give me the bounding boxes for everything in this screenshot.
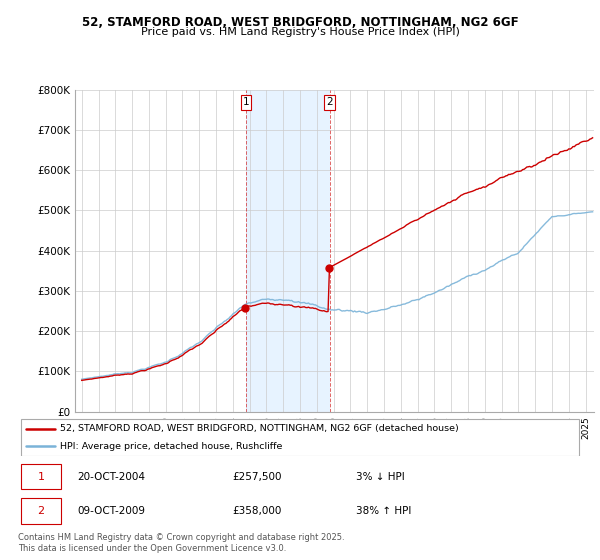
FancyBboxPatch shape — [21, 498, 61, 524]
Text: 3% ↓ HPI: 3% ↓ HPI — [356, 472, 405, 482]
Text: £358,000: £358,000 — [232, 506, 281, 516]
Text: 52, STAMFORD ROAD, WEST BRIDGFORD, NOTTINGHAM, NG2 6GF: 52, STAMFORD ROAD, WEST BRIDGFORD, NOTTI… — [82, 16, 518, 29]
Text: 1: 1 — [38, 472, 44, 482]
Text: 1: 1 — [242, 97, 249, 108]
Text: 20-OCT-2004: 20-OCT-2004 — [77, 472, 145, 482]
Text: £257,500: £257,500 — [232, 472, 282, 482]
Text: 09-OCT-2009: 09-OCT-2009 — [77, 506, 145, 516]
Text: 38% ↑ HPI: 38% ↑ HPI — [356, 506, 412, 516]
Text: Price paid vs. HM Land Registry's House Price Index (HPI): Price paid vs. HM Land Registry's House … — [140, 27, 460, 37]
FancyBboxPatch shape — [21, 464, 61, 489]
FancyBboxPatch shape — [21, 419, 579, 456]
Text: 2: 2 — [38, 506, 44, 516]
Text: HPI: Average price, detached house, Rushcliffe: HPI: Average price, detached house, Rush… — [60, 442, 283, 451]
Text: 52, STAMFORD ROAD, WEST BRIDGFORD, NOTTINGHAM, NG2 6GF (detached house): 52, STAMFORD ROAD, WEST BRIDGFORD, NOTTI… — [60, 424, 459, 433]
Text: Contains HM Land Registry data © Crown copyright and database right 2025.
This d: Contains HM Land Registry data © Crown c… — [18, 533, 344, 553]
Bar — [246, 90, 330, 412]
Text: 2: 2 — [326, 97, 333, 108]
